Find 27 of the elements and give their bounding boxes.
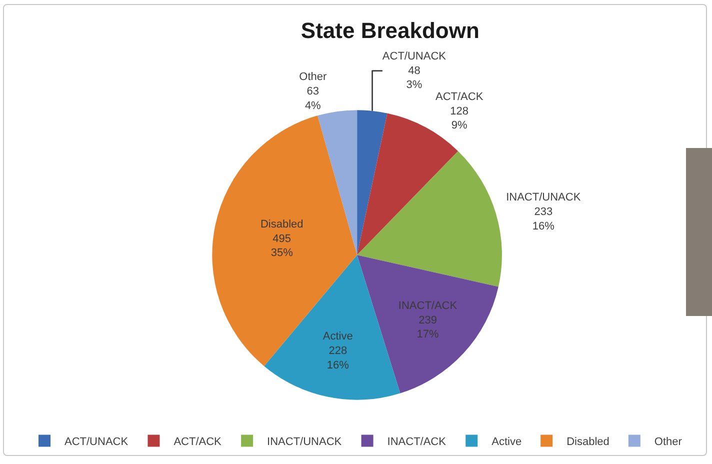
legend-label: Disabled	[566, 436, 610, 448]
legend-label: ACT/ACK	[174, 436, 222, 448]
data-label: 128 9%	[450, 105, 469, 132]
legend-label: Active	[492, 436, 522, 448]
data-label: 239 17%	[416, 314, 439, 341]
slice-label: Active	[322, 330, 353, 343]
slice-label: ACT/UNACK	[382, 50, 447, 62]
pie-slice	[318, 110, 358, 255]
chart-title: State Breakdown	[300, 18, 480, 43]
legend-label: Other	[654, 436, 682, 448]
pie-slice	[264, 254, 400, 400]
legend-label: INACT/UNACK	[267, 436, 342, 448]
data-label: 228 16%	[326, 345, 350, 372]
slice-label: ACT/ACK	[436, 91, 484, 104]
slice-label: INACT/UNACK	[506, 192, 582, 204]
slice-label: INACT/ACK	[398, 300, 458, 312]
data-label: 233 16%	[532, 206, 555, 232]
slice-label: Disabled	[260, 218, 304, 231]
data-label: 63 4%	[304, 86, 322, 112]
slice-label: Other	[299, 71, 327, 84]
pie-slice	[357, 110, 388, 255]
data-label: 48 3%	[406, 64, 422, 92]
data-label: 495 35%	[270, 232, 294, 260]
pie-slice	[357, 254, 498, 394]
legend-label: ACT/UNACK	[64, 436, 129, 448]
legend-label: INACT/ACK	[387, 436, 447, 448]
pie-slice	[357, 151, 502, 287]
